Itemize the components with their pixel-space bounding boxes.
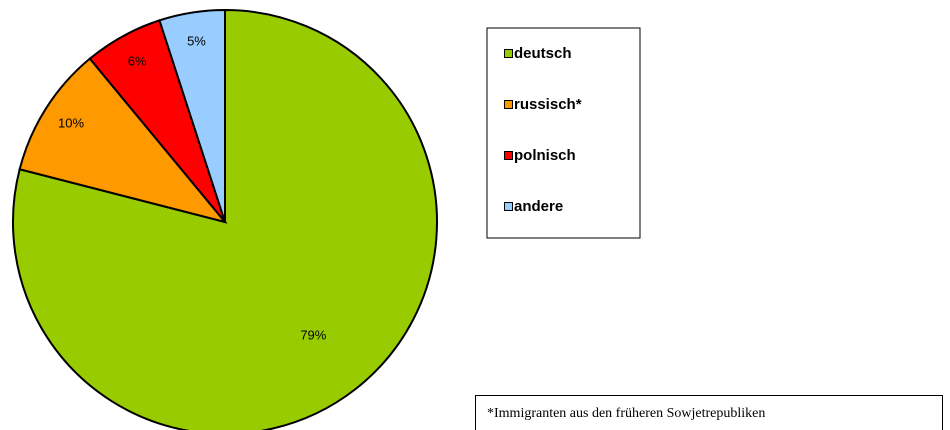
legend-label: deutsch (514, 45, 572, 62)
pie-slice (18, 57, 228, 224)
data-label: 79% (300, 327, 326, 342)
data-label: 10% (58, 116, 84, 131)
legend-swatch (504, 202, 513, 211)
footnote: *Immigranten aus den früheren Sowjetrepu… (487, 406, 765, 421)
legend-label: russisch* (514, 96, 582, 113)
data-label: 5% (187, 33, 206, 48)
pie-slice (158, 8, 226, 223)
footnote-box (475, 395, 943, 430)
legend-label: polnisch (514, 147, 576, 164)
legend-swatch (504, 49, 513, 58)
data-label: 6% (128, 54, 147, 69)
legend-swatch (504, 151, 513, 160)
legend-swatch (504, 100, 513, 109)
legend-label: andere (514, 198, 563, 215)
pie-slice (12, 8, 438, 430)
